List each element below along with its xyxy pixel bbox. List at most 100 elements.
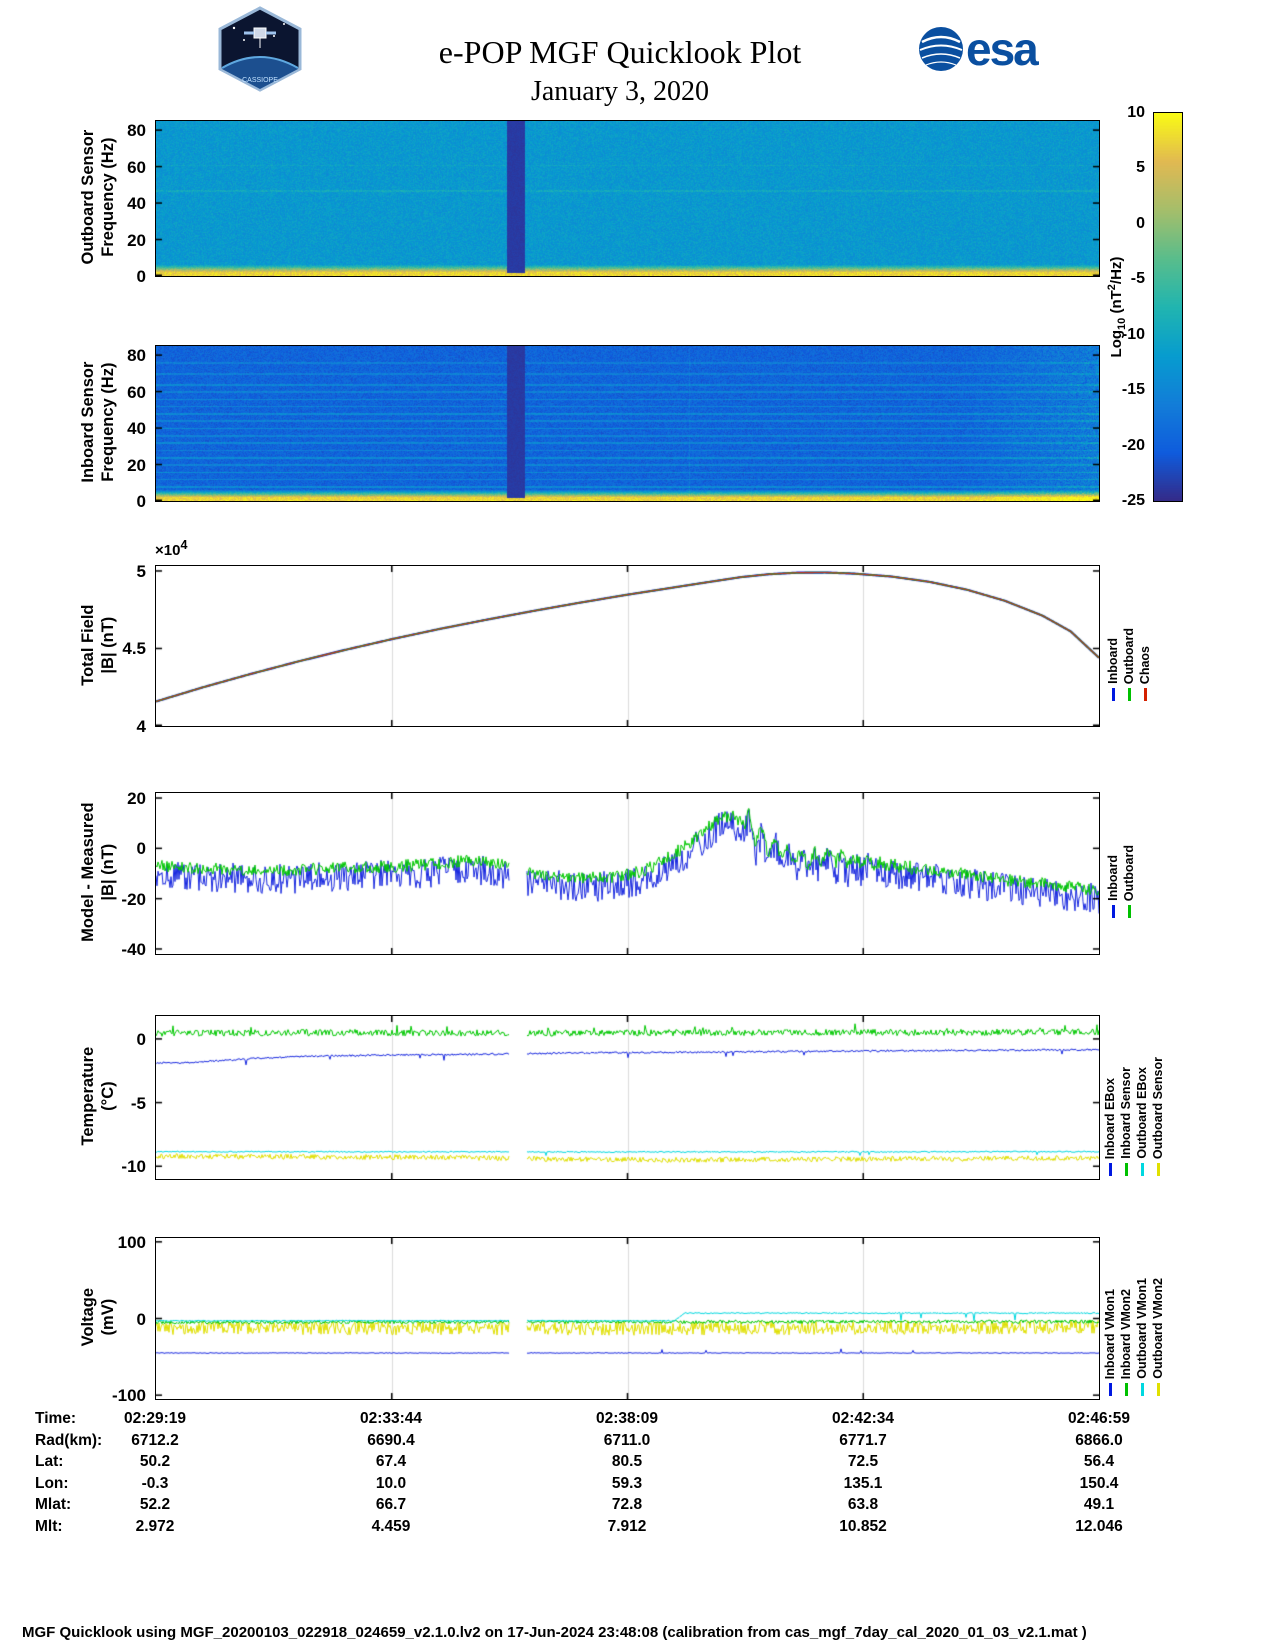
page-date: January 3, 2020 <box>530 76 710 107</box>
model-minus-measured-panel: 20 0 -20 -40 <box>121 789 1100 959</box>
legend-entry: Outboard VMon1 <box>1135 1238 1149 1396</box>
total-field-exponent-label: ×104 <box>155 538 188 559</box>
table-cell: 135.1 <box>843 1474 883 1492</box>
legend-label: Outboard VMon2 <box>1151 1278 1165 1379</box>
legend-marker <box>1127 905 1131 918</box>
colorbar-tick-label: -5 <box>1130 270 1145 288</box>
table-cell: 63.8 <box>847 1496 879 1513</box>
page-title: e-POP MGF Quicklook Plot <box>438 34 802 70</box>
legend-marker <box>1124 1383 1128 1396</box>
y-tick-label: -20 <box>121 889 146 909</box>
legend-entry: Inboard VMon1 <box>1103 1238 1117 1396</box>
legend-label: Outboard Sensor <box>1151 1056 1165 1159</box>
legend-marker <box>1140 1163 1144 1176</box>
table-row-label: Rad(km): <box>35 1431 103 1449</box>
y-tick-label: 40 <box>127 194 146 214</box>
table-cell: 6771.7 <box>839 1431 887 1449</box>
legend-entry: Outboard Sensor <box>1151 1016 1165 1176</box>
legend-marker <box>1108 1383 1112 1396</box>
voltage-legend: Inboard VMon1 Inboard VMon2 Outboard VMon1… <box>1103 1238 1165 1396</box>
y-tick-label: 20 <box>127 455 146 475</box>
y-tick-label: 0 <box>136 1309 146 1329</box>
esa-globe-icon <box>919 27 963 71</box>
legend-entry: Inboard Sensor <box>1119 1016 1133 1176</box>
table-cell: 66.7 <box>375 1496 407 1513</box>
legend-label: Chaos <box>1138 645 1152 684</box>
legend-marker <box>1111 905 1115 918</box>
legend-marker <box>1140 1383 1144 1396</box>
footer-processing-info: MGF Quicklook using MGF_20200103_022918_… <box>22 1624 1087 1641</box>
y-tick-label: 4 <box>136 717 146 736</box>
colorbar <box>1153 112 1183 502</box>
voltage-canvas <box>156 1238 1099 1399</box>
satellite-icon <box>244 27 276 48</box>
legend-label: Inboard <box>1106 638 1120 684</box>
table-cell: 2.972 <box>135 1517 175 1535</box>
inboard-spectrogram-canvas <box>156 346 1099 501</box>
y-tick-label: 0 <box>136 267 146 286</box>
table-cell: 72.5 <box>847 1453 879 1470</box>
y-tick-label: 4.5 <box>122 639 146 659</box>
legend-label: Outboard EBox <box>1135 1067 1149 1159</box>
legend-entry: Inboard <box>1106 569 1120 701</box>
total-field-canvas <box>156 566 1099 726</box>
colorbar-tick-label: 0 <box>1136 214 1145 232</box>
legend-marker <box>1156 1163 1160 1176</box>
table-cell: -0.3 <box>141 1474 169 1492</box>
legend-label: Inboard VMon1 <box>1103 1288 1117 1379</box>
table-cell: 10.0 <box>375 1474 407 1492</box>
legend-marker <box>1156 1383 1160 1396</box>
table-row-label: Mlt: <box>35 1517 63 1535</box>
table-cell: 10.852 <box>839 1517 887 1535</box>
y-tick-label: 40 <box>127 419 146 439</box>
colorbar-tick-label: -15 <box>1121 381 1145 399</box>
legend-entry: Outboard EBox <box>1135 1016 1149 1176</box>
legend-marker <box>1124 1163 1128 1176</box>
legend-marker <box>1111 688 1115 701</box>
legend-entry: Chaos <box>1138 569 1152 701</box>
y-tick-label: 0 <box>136 1029 146 1049</box>
legend-entry: Inboard EBox <box>1103 1016 1117 1176</box>
legend-label: Outboard <box>1122 844 1136 901</box>
table-cell: 6690.4 <box>367 1431 415 1449</box>
legend-entry: Inboard <box>1106 796 1120 918</box>
colorbar-tick-label: 10 <box>1127 104 1145 121</box>
table-cell: 6712.2 <box>131 1431 179 1449</box>
legend-label: Inboard Sensor <box>1119 1067 1133 1159</box>
cassiope-mission-logo: CASSIOPE <box>218 6 302 92</box>
y-tick-label: 0 <box>136 839 146 859</box>
temperature-legend: Inboard EBox Inboard Sensor Outboard EBox O… <box>1103 1016 1165 1176</box>
legend-entry: Outboard <box>1122 796 1136 918</box>
y-tick-label: 20 <box>127 230 146 250</box>
table-cell: 02:38:09 <box>595 1410 659 1427</box>
y-tick-label: -40 <box>121 939 146 959</box>
table-row-label: Time: <box>35 1410 77 1427</box>
table-row-label: Lat: <box>35 1453 64 1470</box>
legend-label: Inboard EBox <box>1103 1077 1117 1159</box>
outboard-spectrogram-canvas <box>156 121 1099 276</box>
colorbar-tick-label: -10 <box>1121 325 1145 343</box>
table-cell: 4.459 <box>371 1517 411 1535</box>
y-tick-label: -100 <box>111 1386 146 1406</box>
legend-entry: Outboard VMon2 <box>1151 1238 1165 1396</box>
table-cell: 150.4 <box>1079 1474 1119 1492</box>
table-cell: 02:33:44 <box>359 1410 423 1427</box>
voltage-panel: 100 0 -100 <box>112 1233 1100 1405</box>
temperature-panel: 0 -5 -10 <box>121 1015 1100 1180</box>
table-cell: 02:29:19 <box>123 1410 187 1427</box>
temperature-canvas <box>156 1016 1099 1179</box>
table-cell: 6711.0 <box>603 1431 651 1449</box>
table-cell: 12.046 <box>1075 1517 1123 1535</box>
esa-logo: esa <box>918 26 1039 72</box>
legend-entry: Outboard <box>1122 569 1136 701</box>
legend-label: Outboard <box>1122 627 1136 684</box>
legend-entry: Inboard VMon2 <box>1119 1238 1133 1396</box>
outboard-spectrogram-panel: 0 20 40 60 80 <box>127 120 1100 286</box>
total-field-panel: 4 4.5 5 <box>122 562 1100 736</box>
table-cell: 7.912 <box>607 1517 647 1535</box>
inboard-spectrogram-panel: 0 20 40 60 80 <box>127 345 1100 511</box>
table-cell: 52.2 <box>139 1496 171 1513</box>
colorbar-tick-label: -20 <box>1121 436 1145 454</box>
table-cell: 02:46:59 <box>1067 1410 1131 1427</box>
table-cell: 67.4 <box>375 1453 407 1470</box>
